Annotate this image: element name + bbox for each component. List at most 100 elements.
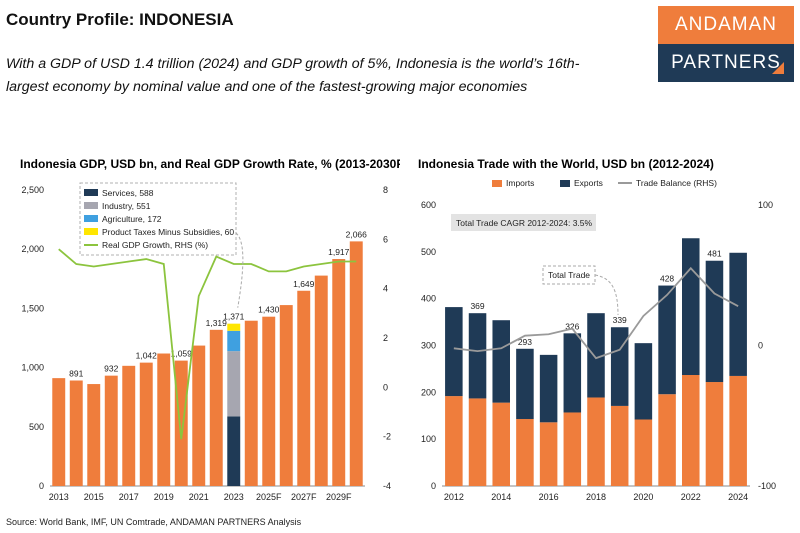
gdp-bar [192,345,206,486]
gdp-legend-swatch [84,202,98,209]
trade-total-label: 293 [518,337,532,347]
trade-export-bar [682,238,700,376]
gdp-y-tick-label: 500 [29,422,44,432]
gdp-bar [297,290,311,486]
gdp-legend-swatch [84,189,98,196]
gdp-data-label: 1,371 [223,312,245,322]
trade-export-bar [563,333,582,413]
gdp-bar [122,365,136,486]
trade-x-tick-label: 2022 [681,492,701,502]
gdp-bar [314,275,328,486]
gdp-x-tick-label: 2013 [49,492,69,502]
gdp-y2-tick-label: 4 [383,284,388,294]
gdp-legend-label: Services, 588 [102,188,154,198]
trade-export-bar [492,320,510,403]
trade-export-bar [539,354,558,423]
trade-legend-label: Trade Balance (RHS) [636,178,717,188]
trade-import-bar [468,398,487,486]
trade-import-bar [682,375,700,486]
gdp-growth-line [58,248,357,440]
trade-export-bar [658,285,676,395]
gdp-data-label: 1,319 [206,318,228,328]
trade-import-bar [705,382,724,486]
gdp-legend-line-label: Real GDP Growth, RHS (%) [102,240,208,250]
gdp-legend-leader [235,232,244,308]
trade-cagr-box [451,214,596,231]
trade-chart-title: Indonesia Trade with the World, USD bn (… [418,157,714,171]
trade-export-bar [445,307,463,397]
trade-x-tick-label: 2016 [539,492,559,502]
trade-cagr-note: Total Trade CAGR 2012-2024: 3.5% [456,218,593,228]
gdp-bar [209,329,223,486]
trade-import-bar [445,396,463,486]
trade-import-bar [610,405,629,486]
gdp-data-label: 1,917 [328,247,350,257]
trade-total-label: 428 [660,274,674,284]
trade-import-bar [658,394,676,486]
gdp-bar [244,320,258,486]
trade-x-tick-label: 2014 [491,492,511,502]
trade-import-bar [587,397,605,486]
gdp-bar [104,375,118,486]
gdp-y-tick-label: 1,000 [21,363,44,373]
logo-line1: ANDAMAN [658,6,794,44]
andaman-partners-logo: ANDAMAN PARTNERS [658,6,794,82]
gdp-chart-title: Indonesia GDP, USD bn, and Real GDP Grow… [20,157,400,171]
gdp-y2-tick-label: -2 [383,432,391,442]
trade-total-label: 369 [470,301,484,311]
trade-total-callout-label: Total Trade [548,270,590,280]
gdp-2023-segment [227,330,241,352]
gdp-y2-tick-label: 8 [383,185,388,195]
gdp-legend-box [79,182,237,256]
gdp-y2-tick-label: 0 [383,382,388,392]
gdp-y-tick-label: 2,500 [21,185,44,195]
trade-import-bar [729,375,747,486]
trade-import-bar [516,419,534,486]
trade-export-bar [468,313,487,399]
trade-import-bar [539,422,558,486]
trade-export-bar [516,348,534,420]
gdp-data-label: 1,649 [293,279,315,289]
trade-chart: Indonesia Trade with the World, USD bn (… [418,157,776,502]
trade-y-tick-label: 500 [421,247,436,257]
gdp-y2-tick-label: 2 [383,333,388,343]
trade-legend-swatch [560,180,570,187]
trade-legend-label: Imports [506,178,534,188]
gdp-2023-segment [227,416,241,486]
gdp-bar [332,259,346,486]
trade-balance-line [453,266,739,360]
gdp-x-tick-label: 2019 [154,492,174,502]
logo-line2: PARTNERS [671,52,781,73]
gdp-bar [279,305,293,486]
page-subtitle: With a GDP of USD 1.4 trillion (2024) an… [6,56,580,95]
gdp-bar [349,241,363,486]
gdp-y-tick-label: 1,500 [21,303,44,313]
gdp-x-tick-label: 2023 [224,492,244,502]
gdp-legend-label: Product Taxes Minus Subsidies, 60 [102,227,234,237]
gdp-legend-swatch [84,228,98,235]
gdp-bar [174,360,188,486]
trade-import-bar [634,419,653,486]
gdp-x-tick-label: 2017 [119,492,139,502]
trade-total-label: 339 [613,315,627,325]
gdp-data-label: 2,066 [346,229,368,239]
gdp-x-tick-label: 2015 [84,492,104,502]
trade-y2-tick-label: 0 [758,341,763,351]
trade-export-bar [587,313,605,398]
gdp-data-label: 891 [69,369,83,379]
gdp-y2-tick-label: 6 [383,234,388,244]
trade-total-callout-leader [594,274,619,316]
gdp-legend-label: Agriculture, 172 [102,214,162,224]
gdp-x-tick-label: 2027F [291,492,317,502]
gdp-data-label: 1,430 [258,305,280,315]
trade-export-bar [705,260,724,383]
logo-triangle-icon [772,62,784,74]
gdp-y2-tick-label: -4 [383,481,391,491]
trade-y-tick-label: 300 [421,341,436,351]
gdp-bar [139,362,153,486]
gdp-legend-label: Industry, 551 [102,201,151,211]
trade-export-bar [634,343,653,420]
trade-y2-tick-label: 100 [758,200,773,210]
trade-legend-label: Exports [574,178,603,188]
trade-total-label: 326 [565,321,579,331]
